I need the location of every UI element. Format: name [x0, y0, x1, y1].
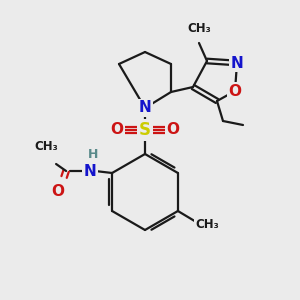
Text: CH₃: CH₃	[195, 218, 219, 232]
Text: O: O	[229, 83, 242, 98]
Text: N: N	[84, 164, 97, 178]
Text: S: S	[139, 121, 151, 139]
Text: O: O	[52, 184, 64, 199]
Text: O: O	[110, 122, 124, 137]
Text: CH₃: CH₃	[187, 22, 211, 35]
Text: N: N	[139, 100, 152, 116]
Text: H: H	[88, 148, 98, 161]
Text: CH₃: CH₃	[34, 140, 58, 153]
Text: O: O	[167, 122, 179, 137]
Text: N: N	[231, 56, 243, 70]
